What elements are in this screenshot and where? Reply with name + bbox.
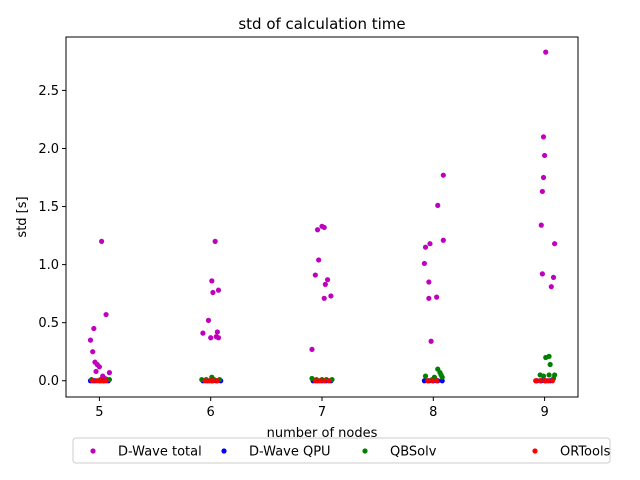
point-ortools (312, 378, 318, 384)
x-tick-label: 7 (318, 405, 326, 420)
legend-label-ortools: ORTools (560, 445, 611, 460)
x-tick-label: 5 (95, 405, 103, 420)
point-d-wave-total (210, 289, 216, 296)
y-tick-label: 1.5 (38, 200, 59, 215)
point-d-wave-total (539, 271, 545, 277)
legend-marker-ortools (532, 448, 538, 454)
point-ortools (429, 378, 435, 384)
point-qbsolv (546, 353, 552, 359)
point-ortools (545, 378, 551, 384)
point-qbsolv (422, 373, 429, 379)
point-d-wave-total (328, 293, 334, 299)
point-ortools (317, 378, 323, 384)
y-tick-label: 0.5 (38, 316, 59, 331)
x-tick-label: 9 (540, 405, 548, 420)
point-d-wave-total (214, 329, 220, 335)
chart-title: std of calculation time (238, 15, 405, 33)
point-d-wave-total (427, 241, 433, 247)
y-tick-label: 2.5 (38, 84, 59, 99)
legend: D-Wave total D-Wave QPU QBSolv ORTools (72, 437, 611, 464)
point-d-wave-total (422, 244, 429, 250)
point-d-wave-total (426, 295, 432, 301)
point-qbsolv (547, 361, 553, 368)
point-d-wave-total (426, 279, 432, 285)
legend-label-d-wave-qpu: D-Wave QPU (249, 445, 331, 460)
point-d-wave-total (321, 224, 327, 231)
point-ortools (214, 378, 220, 384)
point-ortools (103, 378, 109, 384)
x-tick-label: 8 (429, 405, 437, 420)
point-d-wave-total (205, 317, 212, 323)
point-d-wave-total (540, 134, 547, 140)
point-d-wave-total (435, 202, 441, 208)
legend-marker-qbsolv (362, 448, 368, 454)
legend-label-d-wave-total: D-Wave total (118, 445, 202, 460)
data-points (87, 49, 558, 384)
point-d-wave-total (93, 368, 99, 375)
point-qbsolv (546, 372, 552, 378)
point-ortools (210, 378, 216, 384)
y-axis-title: std [s] (15, 196, 30, 237)
x-tick-label: 6 (207, 405, 215, 420)
y-tick-label: 1.0 (38, 258, 59, 273)
point-d-wave-total (212, 238, 218, 244)
point-d-wave-total (550, 274, 557, 280)
point-d-wave-total (421, 260, 427, 267)
point-d-wave-total (200, 330, 206, 336)
point-ortools (90, 378, 96, 384)
point-d-wave-total (96, 364, 102, 370)
point-ortools (425, 378, 431, 384)
point-d-wave-total (542, 152, 548, 159)
point-d-wave-total (103, 311, 109, 318)
point-d-wave-total (314, 227, 321, 233)
y-tick-label: 0.0 (38, 374, 59, 389)
point-ortools (537, 378, 543, 384)
point-d-wave-total (90, 349, 96, 355)
point-ortools (202, 378, 208, 384)
x-axis-ticks: 5 6 7 8 9 (95, 397, 549, 420)
x-axis-title: number of nodes (267, 426, 378, 441)
point-d-wave-total (543, 49, 549, 55)
point-d-wave-total (540, 174, 547, 181)
point-d-wave-total (539, 188, 545, 195)
point-d-wave-total (215, 335, 222, 341)
point-d-wave-total (215, 287, 222, 293)
point-d-wave-total (316, 257, 322, 263)
point-d-wave-total (324, 277, 331, 283)
legend-marker-d-wave-total (90, 448, 96, 454)
point-qbsolv (439, 374, 445, 380)
y-axis-ticks: 0.0 0.5 1.0 1.5 2.0 2.5 (38, 84, 66, 389)
point-qbsolv (540, 373, 547, 379)
point-d-wave-total (321, 295, 327, 301)
point-d-wave-total (428, 338, 434, 344)
point-d-wave-total (434, 294, 440, 300)
point-d-wave-total (106, 370, 113, 376)
point-d-wave-total (91, 325, 97, 332)
point-ortools (533, 378, 539, 384)
legend-label-qbsolv: QBSolv (390, 445, 437, 460)
point-d-wave-total (440, 237, 446, 243)
point-d-wave-total (87, 337, 94, 343)
plot-frame (65, 36, 579, 398)
point-ortools (321, 378, 327, 384)
point-ortools (434, 378, 440, 384)
point-d-wave-total (322, 281, 328, 287)
legend-marker-d-wave-qpu (221, 448, 227, 454)
point-ortools (326, 378, 332, 384)
point-d-wave-total (548, 284, 554, 290)
point-d-wave-total (440, 172, 446, 178)
point-d-wave-total (312, 272, 318, 278)
point-ortools (549, 378, 556, 384)
point-d-wave-total (309, 346, 315, 352)
point-d-wave-total (208, 335, 214, 341)
point-d-wave-total (99, 238, 105, 244)
point-d-wave-total (209, 278, 215, 284)
point-d-wave-total (552, 241, 558, 247)
point-d-wave-total (538, 222, 544, 228)
y-tick-label: 2.0 (38, 142, 59, 157)
legend-box (72, 437, 611, 464)
